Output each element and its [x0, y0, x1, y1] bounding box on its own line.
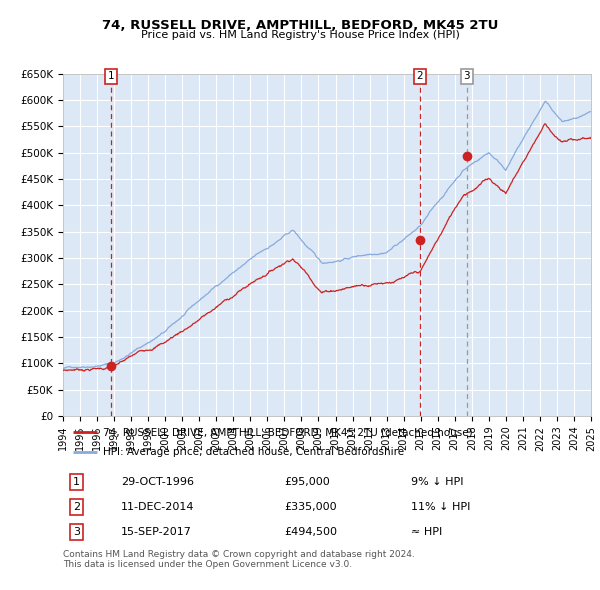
Text: Contains HM Land Registry data © Crown copyright and database right 2024.
This d: Contains HM Land Registry data © Crown c… [63, 550, 415, 569]
Text: £494,500: £494,500 [285, 527, 338, 537]
Text: 1: 1 [73, 477, 80, 487]
Text: 2: 2 [73, 502, 80, 512]
Text: 3: 3 [73, 527, 80, 537]
Text: 74, RUSSELL DRIVE, AMPTHILL, BEDFORD, MK45 2TU: 74, RUSSELL DRIVE, AMPTHILL, BEDFORD, MK… [102, 19, 498, 32]
Text: 2: 2 [416, 71, 423, 81]
Text: 9% ↓ HPI: 9% ↓ HPI [412, 477, 464, 487]
Text: £335,000: £335,000 [285, 502, 337, 512]
Text: 74, RUSSELL DRIVE, AMPTHILL, BEDFORD, MK45 2TU (detached house): 74, RUSSELL DRIVE, AMPTHILL, BEDFORD, MK… [103, 427, 472, 437]
Text: 11% ↓ HPI: 11% ↓ HPI [412, 502, 471, 512]
Text: 29-OCT-1996: 29-OCT-1996 [121, 477, 194, 487]
Text: 15-SEP-2017: 15-SEP-2017 [121, 527, 192, 537]
Text: 3: 3 [464, 71, 470, 81]
Text: 11-DEC-2014: 11-DEC-2014 [121, 502, 194, 512]
Text: Price paid vs. HM Land Registry's House Price Index (HPI): Price paid vs. HM Land Registry's House … [140, 30, 460, 40]
Text: ≈ HPI: ≈ HPI [412, 527, 443, 537]
Text: 1: 1 [108, 71, 115, 81]
Text: HPI: Average price, detached house, Central Bedfordshire: HPI: Average price, detached house, Cent… [103, 447, 404, 457]
Text: £95,000: £95,000 [285, 477, 331, 487]
